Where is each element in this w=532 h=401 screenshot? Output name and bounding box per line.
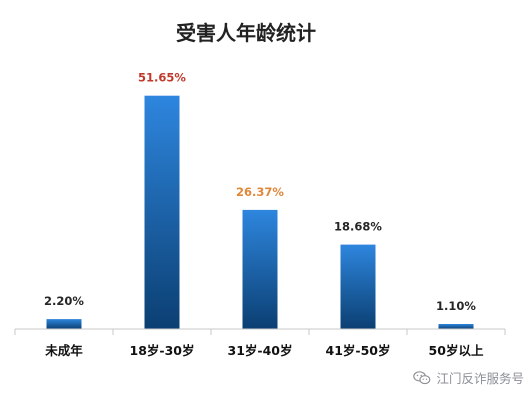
x-tick-label-1: 未成年 xyxy=(44,343,83,358)
bar-5 xyxy=(438,324,474,329)
x-tick-label-4: 41岁-50岁 xyxy=(326,343,391,358)
x-tick-label-5: 50岁以上 xyxy=(429,343,484,358)
bar-4 xyxy=(340,244,376,329)
bar-3 xyxy=(242,209,278,329)
data-label-2: 51.65% xyxy=(138,71,186,85)
x-tick-label-3: 31岁-40岁 xyxy=(228,343,293,358)
chart-title: 受害人年龄统计 xyxy=(176,21,316,45)
bars-layer xyxy=(46,95,474,329)
bar-2 xyxy=(144,95,180,329)
bar-1 xyxy=(46,319,82,329)
x-axis-ticks xyxy=(14,329,506,335)
data-label-5: 1.10% xyxy=(436,299,476,313)
x-tick-label-2: 18岁-30岁 xyxy=(130,343,195,358)
x-axis-tick-labels: 未成年 18岁-30岁 31岁-40岁 41岁-50岁 50岁以上 xyxy=(44,343,484,358)
data-label-3: 26.37% xyxy=(236,185,284,199)
watermark: 江门反诈服务号 xyxy=(413,368,524,387)
watermark-text: 江门反诈服务号 xyxy=(436,371,524,386)
wechat-icon xyxy=(413,370,431,386)
data-labels-layer: 2.20% 51.65% 26.37% 18.68% 1.10% xyxy=(44,71,476,313)
data-label-1: 2.20% xyxy=(44,294,84,308)
data-label-4: 18.68% xyxy=(334,220,382,234)
